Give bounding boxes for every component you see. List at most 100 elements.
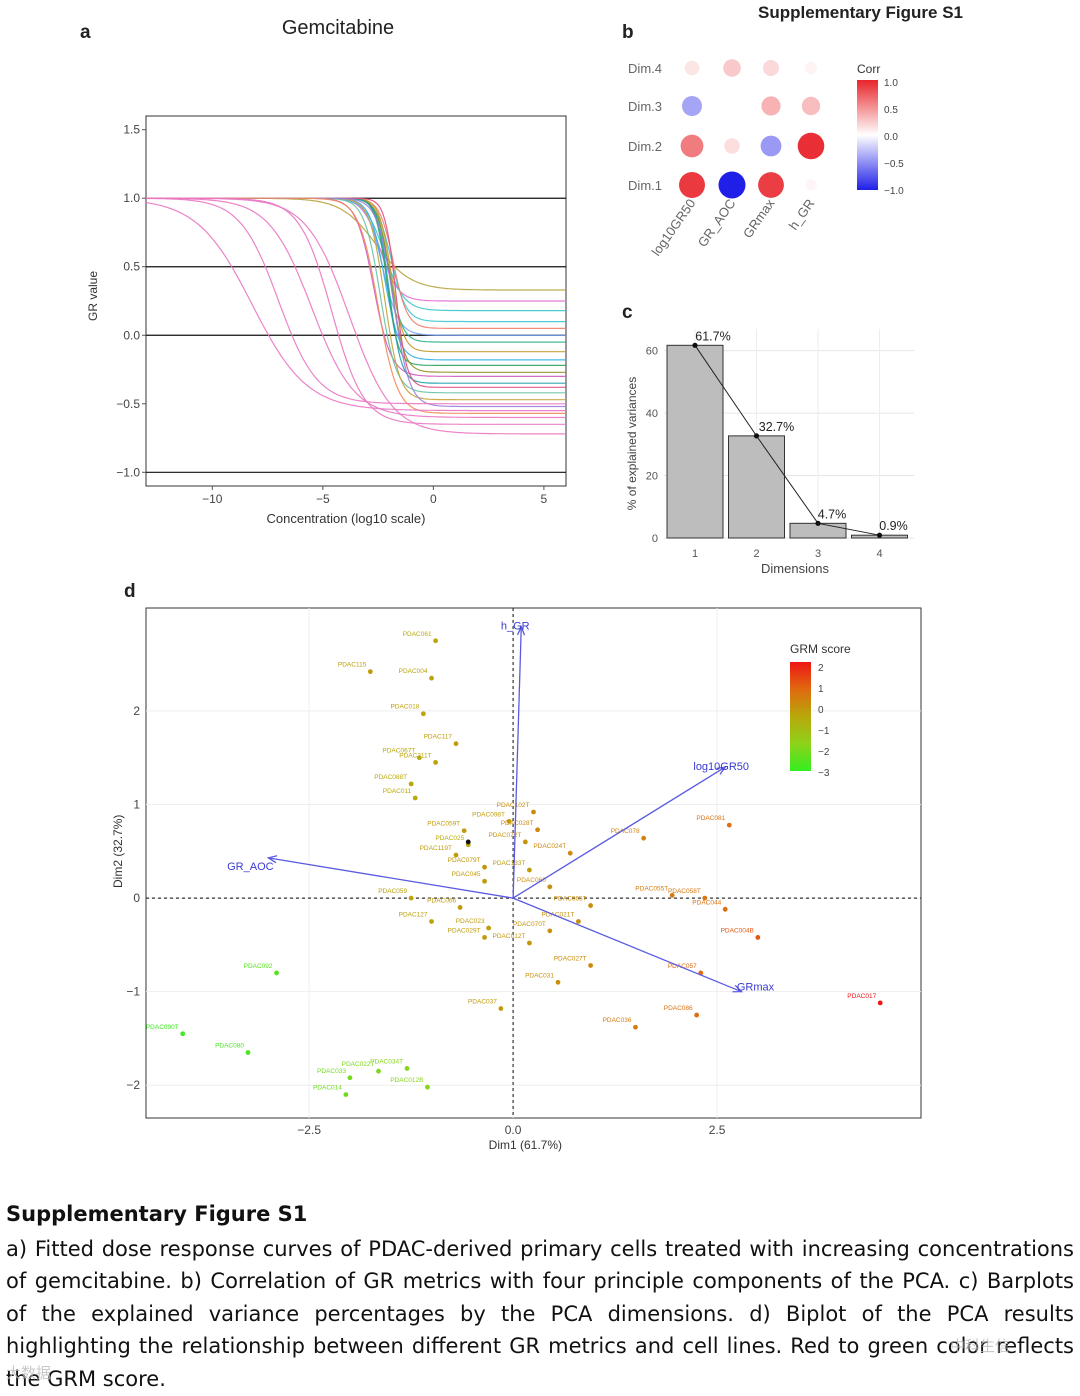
ytick-label-d-0: −2: [126, 1078, 140, 1092]
ytick-label-a-4: −0.5: [116, 397, 140, 411]
point-PDAC078: [641, 835, 647, 841]
ytick-label-a-3: 0.0: [123, 328, 140, 342]
corr-dot-Dim.2-log10GR50: [680, 134, 704, 158]
corr-dot-Dim.1-GRmax: [758, 172, 784, 198]
point-PDAC115: [367, 669, 373, 675]
corr-dot-Dim.2-GRmax: [760, 135, 782, 157]
point-label-PDAC092: PDAC092: [244, 963, 273, 970]
ytick-label-c-1: 20: [646, 471, 658, 483]
point-label-PDAC004: PDAC004: [399, 668, 428, 675]
ytick-label-c-3: 60: [646, 346, 658, 358]
point-PDAC061: [433, 638, 439, 644]
point-PDAC060: [547, 884, 553, 890]
point-PDAC058T: [702, 895, 708, 901]
row-label-Dim.4: Dim.4: [628, 61, 662, 76]
point-PDAC090T: [180, 1031, 186, 1037]
caption-text: a) Fitted dose response curves of PDAC-d…: [6, 1236, 1074, 1391]
corr-legend-tick-2: 0.0: [884, 132, 898, 143]
point-PDAC012T: [527, 940, 532, 946]
caption-title: Supplementary Figure S1: [6, 1202, 308, 1226]
point-PDAC081: [726, 822, 732, 828]
point-label-PDAC115: PDAC115: [338, 662, 367, 669]
corr-legend-bar: [857, 80, 878, 190]
ylabel-c: % of explained variances: [625, 377, 639, 510]
point-PDAC065T: [588, 903, 594, 908]
ytick-label-a-0: 1.5: [123, 123, 140, 137]
grm-legend-tick-3: −1: [818, 726, 830, 737]
point-PDAC023: [486, 925, 492, 931]
point-label-PDAC127: PDAC127: [399, 911, 428, 918]
corr-dot-Dim.4-GRmax: [763, 60, 779, 76]
xlabel-c: Dimensions: [761, 561, 829, 576]
col-label-GRmax: GRmax: [740, 196, 778, 241]
point-label-PDAC098T: PDAC098T: [472, 811, 505, 818]
point-PDAC211T: [433, 760, 439, 765]
point-PDAC059T: [461, 828, 467, 834]
point-label-PDAC067T: PDAC067T: [382, 748, 415, 755]
point-label-PDAC025: PDAC025: [435, 835, 464, 842]
point-label-PDAC072T: PDAC072T: [488, 832, 521, 839]
corr-dot-Dim.4-GR_AOC: [723, 59, 741, 77]
point-label-PDAC045: PDAC045: [452, 871, 481, 878]
arrow-GR_AOC: [268, 857, 514, 899]
point-PDAC029T: [482, 934, 487, 940]
point-PDAC055T: [669, 892, 675, 898]
panel-c-scree: 0 20 40 60 1 2 3 4 61.7% 32.7% 4.7% 0.9% Dimensions%…: [625, 329, 914, 576]
arrow-h_GR: [512, 626, 522, 899]
figure-canvas: Gemcitabine−10 −5 0 51.51.00.50.0−0.5−1.0Co…: [86, 17, 922, 1152]
point-PDAC045: [482, 878, 487, 884]
point-label-PDAC057: PDAC057: [668, 963, 697, 970]
point-label-PDAC059T: PDAC059T: [427, 821, 460, 828]
point-label-PDAC061: PDAC061: [403, 631, 432, 638]
point-PDAC024T: [567, 850, 573, 856]
grm-legend-tick-5: −3: [818, 768, 830, 779]
point-PDAC092: [274, 970, 279, 976]
arrow-log10GR50: [512, 766, 726, 899]
ytick-label-a-2: 0.5: [123, 260, 140, 274]
point-PDAC014: [343, 1092, 349, 1098]
corr-legend-tick-0: 1.0: [884, 78, 898, 89]
point-PDAC067T: [416, 755, 422, 761]
grm-legend-tick-1: 1: [818, 684, 824, 695]
point-PDAC037: [498, 1006, 504, 1011]
watermark-left: 大数据: [6, 1364, 52, 1382]
xtick-label-d-2: 2.5: [709, 1123, 726, 1137]
point-label-PDAC079T: PDAC079T: [448, 857, 481, 864]
xtick-label-c-0: 1: [692, 548, 698, 560]
point-label-PDAC027T: PDAC027T: [554, 955, 587, 962]
panel-label-c: c: [622, 302, 633, 323]
bar-dim-2: [728, 435, 785, 539]
point-label-PDAC014: PDAC014: [313, 1085, 342, 1092]
xtick-label-a-2: 0: [430, 492, 437, 506]
corr-dot-Dim.1-log10GR50: [679, 172, 705, 198]
ylabel-a: GR value: [86, 271, 100, 321]
point-PDAC018: [420, 711, 426, 717]
point-label-PDAC004B: PDAC004B: [721, 927, 754, 934]
point-label-PDAC018: PDAC018: [390, 704, 419, 711]
corr-dot-Dim.3-log10GR50: [682, 96, 702, 116]
scree-point-3: [815, 520, 821, 526]
curve-c21: [146, 197, 566, 435]
point-label-PDAC055T: PDAC055T: [635, 885, 668, 892]
point-PDAC028T: [535, 827, 540, 833]
point-label-PDAC012T: PDAC012T: [493, 933, 526, 940]
arrowhead-log10GR50: [716, 766, 727, 775]
row-label-Dim.2: Dim.2: [628, 139, 662, 154]
arrowhead-GRmax: [732, 984, 744, 993]
point-label-PDAC090T: PDAC090T: [146, 1024, 179, 1031]
point-PDAC021T: [575, 919, 581, 924]
point-label-PDAC028T: PDAC028T: [501, 820, 534, 827]
bar-label-4: 0.9%: [879, 519, 908, 533]
point-label-PDAC059: PDAC059: [378, 888, 407, 895]
xtick-label-c-1: 2: [753, 548, 759, 560]
point-PDAC117: [453, 741, 459, 747]
point-label-PDAC021T: PDAC021T: [541, 911, 574, 918]
point-PDAC027T: [588, 963, 594, 968]
corr-dot-Dim.4-log10GR50: [684, 60, 700, 76]
chart-a-title: Gemcitabine: [282, 17, 394, 39]
grm-legend-title: GRM score: [790, 642, 851, 656]
point-PDAC044: [722, 906, 728, 912]
point-label-PDAC133T: PDAC133T: [493, 860, 526, 867]
point-label-PDAC017: PDAC017: [847, 993, 876, 1000]
point-PDAC098T: [506, 818, 512, 824]
